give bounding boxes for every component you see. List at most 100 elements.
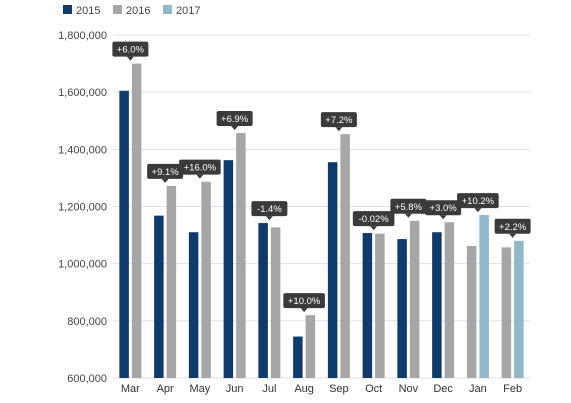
annotation-callout: +16.0% <box>179 159 221 179</box>
bar-2016-may <box>201 181 211 378</box>
x-tick-label: Nov <box>399 383 419 395</box>
y-tick-label: 1,000,000 <box>58 259 107 271</box>
annotation-pointer <box>370 226 378 231</box>
bars <box>119 63 524 379</box>
x-tick-label: Jan <box>469 383 487 395</box>
annotation-label: +16.0% <box>184 163 217 174</box>
annotation-pointer <box>509 233 517 238</box>
annotation-callout: +2.2% <box>494 218 531 238</box>
annotation-box <box>283 293 325 309</box>
bar-2016-nov <box>409 220 420 378</box>
annotation-pointer <box>335 127 343 132</box>
legend-label: 2015 <box>76 5 100 17</box>
annotation-pointer <box>474 208 482 213</box>
legend: 2015 2016 2017 <box>63 5 200 17</box>
legend-swatch <box>113 5 122 14</box>
annotation-label: +3.0% <box>430 203 458 214</box>
y-tick-label: 1,600,000 <box>58 87 107 99</box>
annotation-pointer <box>404 213 412 218</box>
bar-2015-mar <box>119 90 129 379</box>
annotation-callout: -1.4% <box>251 201 288 221</box>
annotation-pointer <box>231 126 239 131</box>
annotation-callout: +7.2% <box>320 112 357 132</box>
bar-2016-apr <box>166 185 177 378</box>
bar-2016-jan <box>466 245 477 378</box>
annotation-label: +2.2% <box>499 222 527 233</box>
bar-2015-nov <box>397 239 407 378</box>
annotation-label: -1.4% <box>257 204 282 215</box>
bar-2015-may <box>188 232 199 378</box>
annotation-pointer <box>439 215 447 220</box>
bar-2015-aug <box>293 336 303 378</box>
annotation-label: +6.9% <box>221 114 249 125</box>
x-tick-label: Feb <box>503 383 522 395</box>
bar-2015-apr <box>154 215 164 378</box>
x-tick-label: Oct <box>365 383 382 395</box>
x-tick-label: Jun <box>226 383 244 395</box>
bar-2017-feb <box>514 240 524 378</box>
annotation-pointer <box>300 308 308 313</box>
annotation-pointer <box>126 56 134 61</box>
bar-2015-dec <box>432 232 442 378</box>
annotation-box <box>425 200 462 216</box>
bar-2017-jan <box>479 215 489 378</box>
bar-2016-oct <box>375 233 385 378</box>
y-tick-label: 1,200,000 <box>58 202 107 214</box>
x-tick-label: May <box>189 383 210 395</box>
y-axis: 600,000 800,000 1,000,000 1,200,000 1,400,00… <box>58 30 107 385</box>
bar-2016-jun <box>236 133 246 378</box>
annotation-label: +10.0% <box>288 296 321 307</box>
annotation-callout: +9.1% <box>147 163 184 183</box>
x-tick-label: Apr <box>157 383 174 395</box>
annotation-box <box>390 198 427 214</box>
legend-label: 2016 <box>126 5 150 17</box>
x-tick-label: Mar <box>121 383 140 395</box>
y-tick-label: 1,400,000 <box>58 144 107 156</box>
bar-2016-sep <box>340 134 350 378</box>
bar-2015-jul <box>258 223 268 378</box>
gridlines <box>113 34 530 379</box>
annotation-box <box>352 211 395 227</box>
bar-2016-mar <box>131 63 142 378</box>
annotation-box <box>179 159 221 175</box>
bar-2016-dec <box>444 222 455 378</box>
bar-2016-jul <box>270 227 281 378</box>
bar-2015-oct <box>362 233 373 378</box>
annotation-callout: +10.2% <box>457 193 499 213</box>
annotation-pointer <box>161 178 169 183</box>
annotation-label: +7.2% <box>325 115 353 126</box>
y-tick-label: 1,800,000 <box>58 30 107 42</box>
annotation-callout: +6.0% <box>112 41 149 61</box>
annotation-box <box>147 163 184 179</box>
legend-swatch <box>63 5 72 14</box>
annotation-label: -0.02% <box>359 214 390 225</box>
annotation-pointer <box>265 216 273 221</box>
annotation-pointer <box>196 174 204 179</box>
annotation-box <box>320 112 357 128</box>
bar-2015-jun <box>223 160 234 378</box>
annotation-label: +6.0% <box>117 45 145 56</box>
annotation-callout: +5.8% <box>390 198 427 218</box>
legend-label: 2017 <box>176 5 200 17</box>
x-tick-label: Sep <box>329 383 349 395</box>
annotation-callout: +6.9% <box>216 111 253 131</box>
bar-2015-sep <box>327 162 338 378</box>
annotation-box <box>216 111 253 127</box>
annotation-label: +10.2% <box>462 196 495 207</box>
annotation-callout: +10.0% <box>283 293 325 313</box>
y-tick-label: 800,000 <box>67 316 107 328</box>
bar-2016-aug <box>305 315 316 378</box>
annotation-label: +9.1% <box>152 167 180 178</box>
bar-2016-feb <box>501 247 512 378</box>
annotation-box <box>457 193 499 209</box>
x-tick-label: Jul <box>262 383 276 395</box>
x-tick-label: Dec <box>433 383 453 395</box>
annotation-box <box>112 41 149 57</box>
y-tick-label: 600,000 <box>67 373 107 385</box>
x-axis: Mar Apr May Jun Jul Aug Sep Oct Nov Dec Jan Feb <box>121 383 522 395</box>
annotation-callout: -0.02% <box>352 211 395 231</box>
annotation-label: +5.8% <box>395 202 423 213</box>
annotation-callout: +3.0% <box>425 200 462 220</box>
